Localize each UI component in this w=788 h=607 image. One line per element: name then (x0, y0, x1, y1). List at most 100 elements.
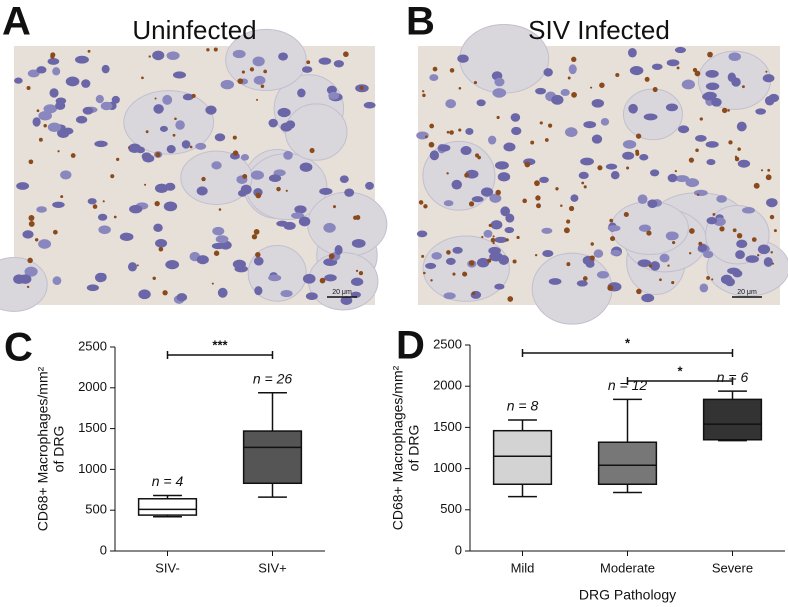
stain (255, 251, 261, 258)
stain (458, 86, 462, 90)
stain (590, 86, 593, 89)
y-tick-label: 2500 (433, 336, 462, 351)
stain (507, 296, 514, 302)
stain (136, 264, 139, 267)
stain (769, 214, 775, 220)
stain (34, 238, 39, 242)
nucleus (711, 97, 722, 107)
nucleus (564, 127, 578, 138)
stain (699, 117, 703, 121)
stain (689, 252, 692, 255)
nucleus (445, 99, 457, 109)
stain (567, 76, 571, 80)
nucleus (340, 296, 353, 305)
stain (446, 130, 450, 134)
stain (475, 153, 480, 158)
nucleus (101, 64, 110, 74)
nucleus (489, 193, 502, 203)
nucleus (510, 113, 521, 122)
stain (771, 262, 774, 265)
stain (191, 93, 196, 98)
neuron (422, 140, 496, 211)
stain (43, 124, 47, 128)
nucleus (333, 60, 344, 68)
stain (449, 130, 454, 135)
nucleus (457, 54, 469, 63)
x-tick-label: SIV+ (258, 560, 287, 575)
nucleus (97, 213, 108, 221)
nucleus (703, 250, 714, 259)
nucleus (702, 92, 716, 101)
stain (256, 98, 259, 101)
stain (428, 141, 435, 148)
y-tick-label: 1000 (433, 460, 462, 475)
stain (760, 169, 764, 172)
nucleus (196, 186, 208, 196)
nucleus (591, 99, 605, 108)
nucleus (494, 77, 505, 87)
nucleus (637, 194, 648, 204)
stain (487, 258, 492, 263)
nucleus (22, 230, 34, 239)
nucleus (763, 257, 773, 267)
nucleus (570, 194, 579, 202)
stain (206, 48, 210, 52)
panel-letter: D (396, 324, 425, 368)
stain (512, 259, 517, 264)
nucleus (504, 226, 515, 234)
stain (141, 76, 144, 80)
nucleus (716, 195, 727, 203)
stain (736, 233, 743, 239)
stain (737, 147, 741, 151)
stain (473, 80, 478, 85)
nucleus (697, 243, 708, 252)
nucleus (583, 121, 597, 129)
nucleus (622, 140, 637, 149)
nucleus (541, 227, 553, 234)
stain (309, 148, 315, 154)
nucleus (665, 103, 679, 112)
nucleus (593, 249, 604, 258)
stain (753, 182, 760, 189)
nucleus (14, 77, 23, 84)
stain (544, 138, 549, 142)
stain (38, 137, 43, 142)
stain (607, 285, 614, 291)
nucleus (36, 66, 47, 74)
nucleus (268, 274, 282, 282)
nucleus (649, 169, 660, 177)
nucleus (637, 259, 652, 267)
nucleus (175, 120, 185, 130)
nucleus (52, 276, 62, 286)
nucleus (82, 106, 94, 115)
stain (241, 70, 245, 74)
nucleus (737, 159, 751, 168)
stain (623, 211, 629, 218)
nucleus (75, 115, 88, 124)
stain (52, 229, 58, 235)
nucleus (580, 157, 594, 166)
stain (145, 130, 149, 134)
nucleus (651, 63, 663, 70)
nucleus (162, 94, 173, 105)
nucleus (539, 176, 549, 184)
y-tick-label: 1000 (78, 461, 107, 476)
stain (590, 242, 594, 246)
stain (355, 215, 361, 221)
stain (154, 200, 160, 207)
nucleus (215, 235, 229, 244)
nucleus (665, 231, 679, 241)
stain (694, 70, 701, 77)
x-tick-label: SIV- (155, 560, 180, 575)
stain (446, 172, 449, 175)
neuron (531, 252, 613, 325)
stain (765, 174, 772, 181)
nucleus (431, 252, 442, 260)
nucleus (578, 171, 589, 180)
micrograph (416, 23, 788, 325)
stain (343, 51, 349, 58)
nucleus (535, 87, 547, 95)
nucleus (452, 246, 463, 254)
stain (57, 150, 60, 153)
